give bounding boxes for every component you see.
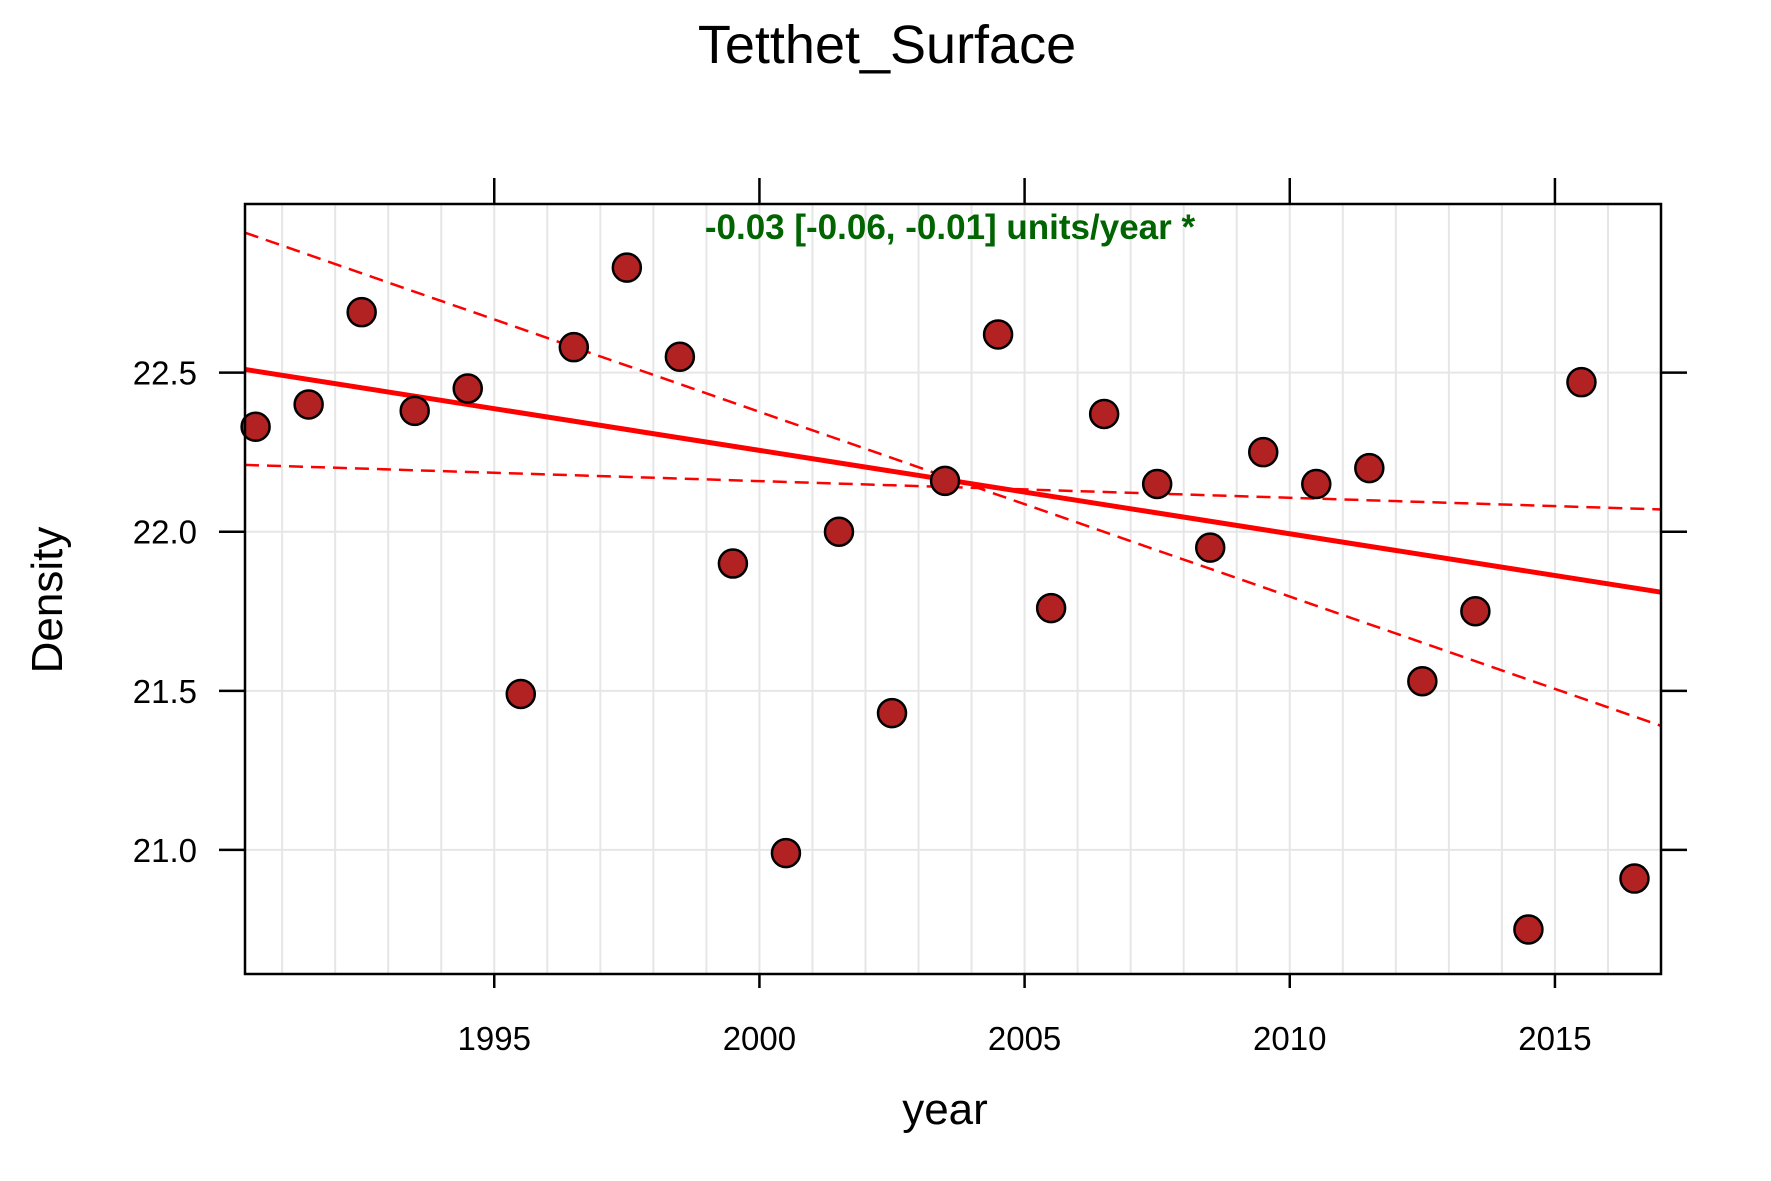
plot-frame (243, 202, 1663, 976)
y-axis-label: Density (23, 527, 72, 674)
data-point (770, 837, 802, 869)
data-point (505, 678, 537, 710)
data-point (293, 389, 324, 420)
grid (245, 204, 1662, 974)
data-points (240, 252, 1650, 945)
y-tick-labels: 21.0 21.5 22.0 22.5 (133, 355, 197, 869)
data-point (240, 411, 271, 442)
data-point (1194, 532, 1226, 563)
data-point (1619, 863, 1650, 894)
axis-ticks (219, 178, 1687, 988)
data-point (399, 395, 430, 427)
y-tick-label: 22.5 (133, 355, 197, 392)
data-point (664, 341, 696, 372)
data-point (611, 252, 643, 283)
data-point (452, 373, 483, 404)
data-point (1301, 468, 1332, 500)
data-point (823, 516, 855, 547)
x-tick-label: 1995 (458, 1020, 531, 1057)
y-tick-label: 22.0 (133, 514, 197, 551)
x-tick-label: 2015 (1518, 1020, 1591, 1057)
data-point (1566, 366, 1597, 398)
trend-annotation: -0.03 [-0.06, -0.01] units/year * (705, 208, 1196, 247)
x-tick-label: 2010 (1253, 1020, 1326, 1057)
data-point (929, 465, 961, 497)
data-point (1407, 666, 1438, 697)
data-point (717, 548, 749, 579)
data-point (346, 296, 377, 328)
data-point (876, 697, 908, 729)
chart-title: Tetthet_Surface (698, 15, 1076, 75)
data-point (1354, 452, 1385, 484)
x-tick-label: 2005 (988, 1020, 1061, 1057)
x-axis-label: year (902, 1085, 988, 1134)
data-point (1460, 596, 1491, 627)
data-point (1141, 468, 1173, 500)
y-tick-label: 21.0 (133, 832, 197, 869)
y-tick-label: 21.5 (133, 673, 197, 710)
data-point (558, 331, 590, 363)
data-point (1035, 592, 1067, 624)
data-point (1247, 436, 1279, 468)
x-tick-label: 2000 (723, 1020, 796, 1057)
data-point (1088, 398, 1120, 430)
data-point (1513, 914, 1544, 945)
data-point (982, 319, 1014, 350)
x-tick-labels: 1995 2000 2005 2010 2015 (458, 1020, 1592, 1057)
